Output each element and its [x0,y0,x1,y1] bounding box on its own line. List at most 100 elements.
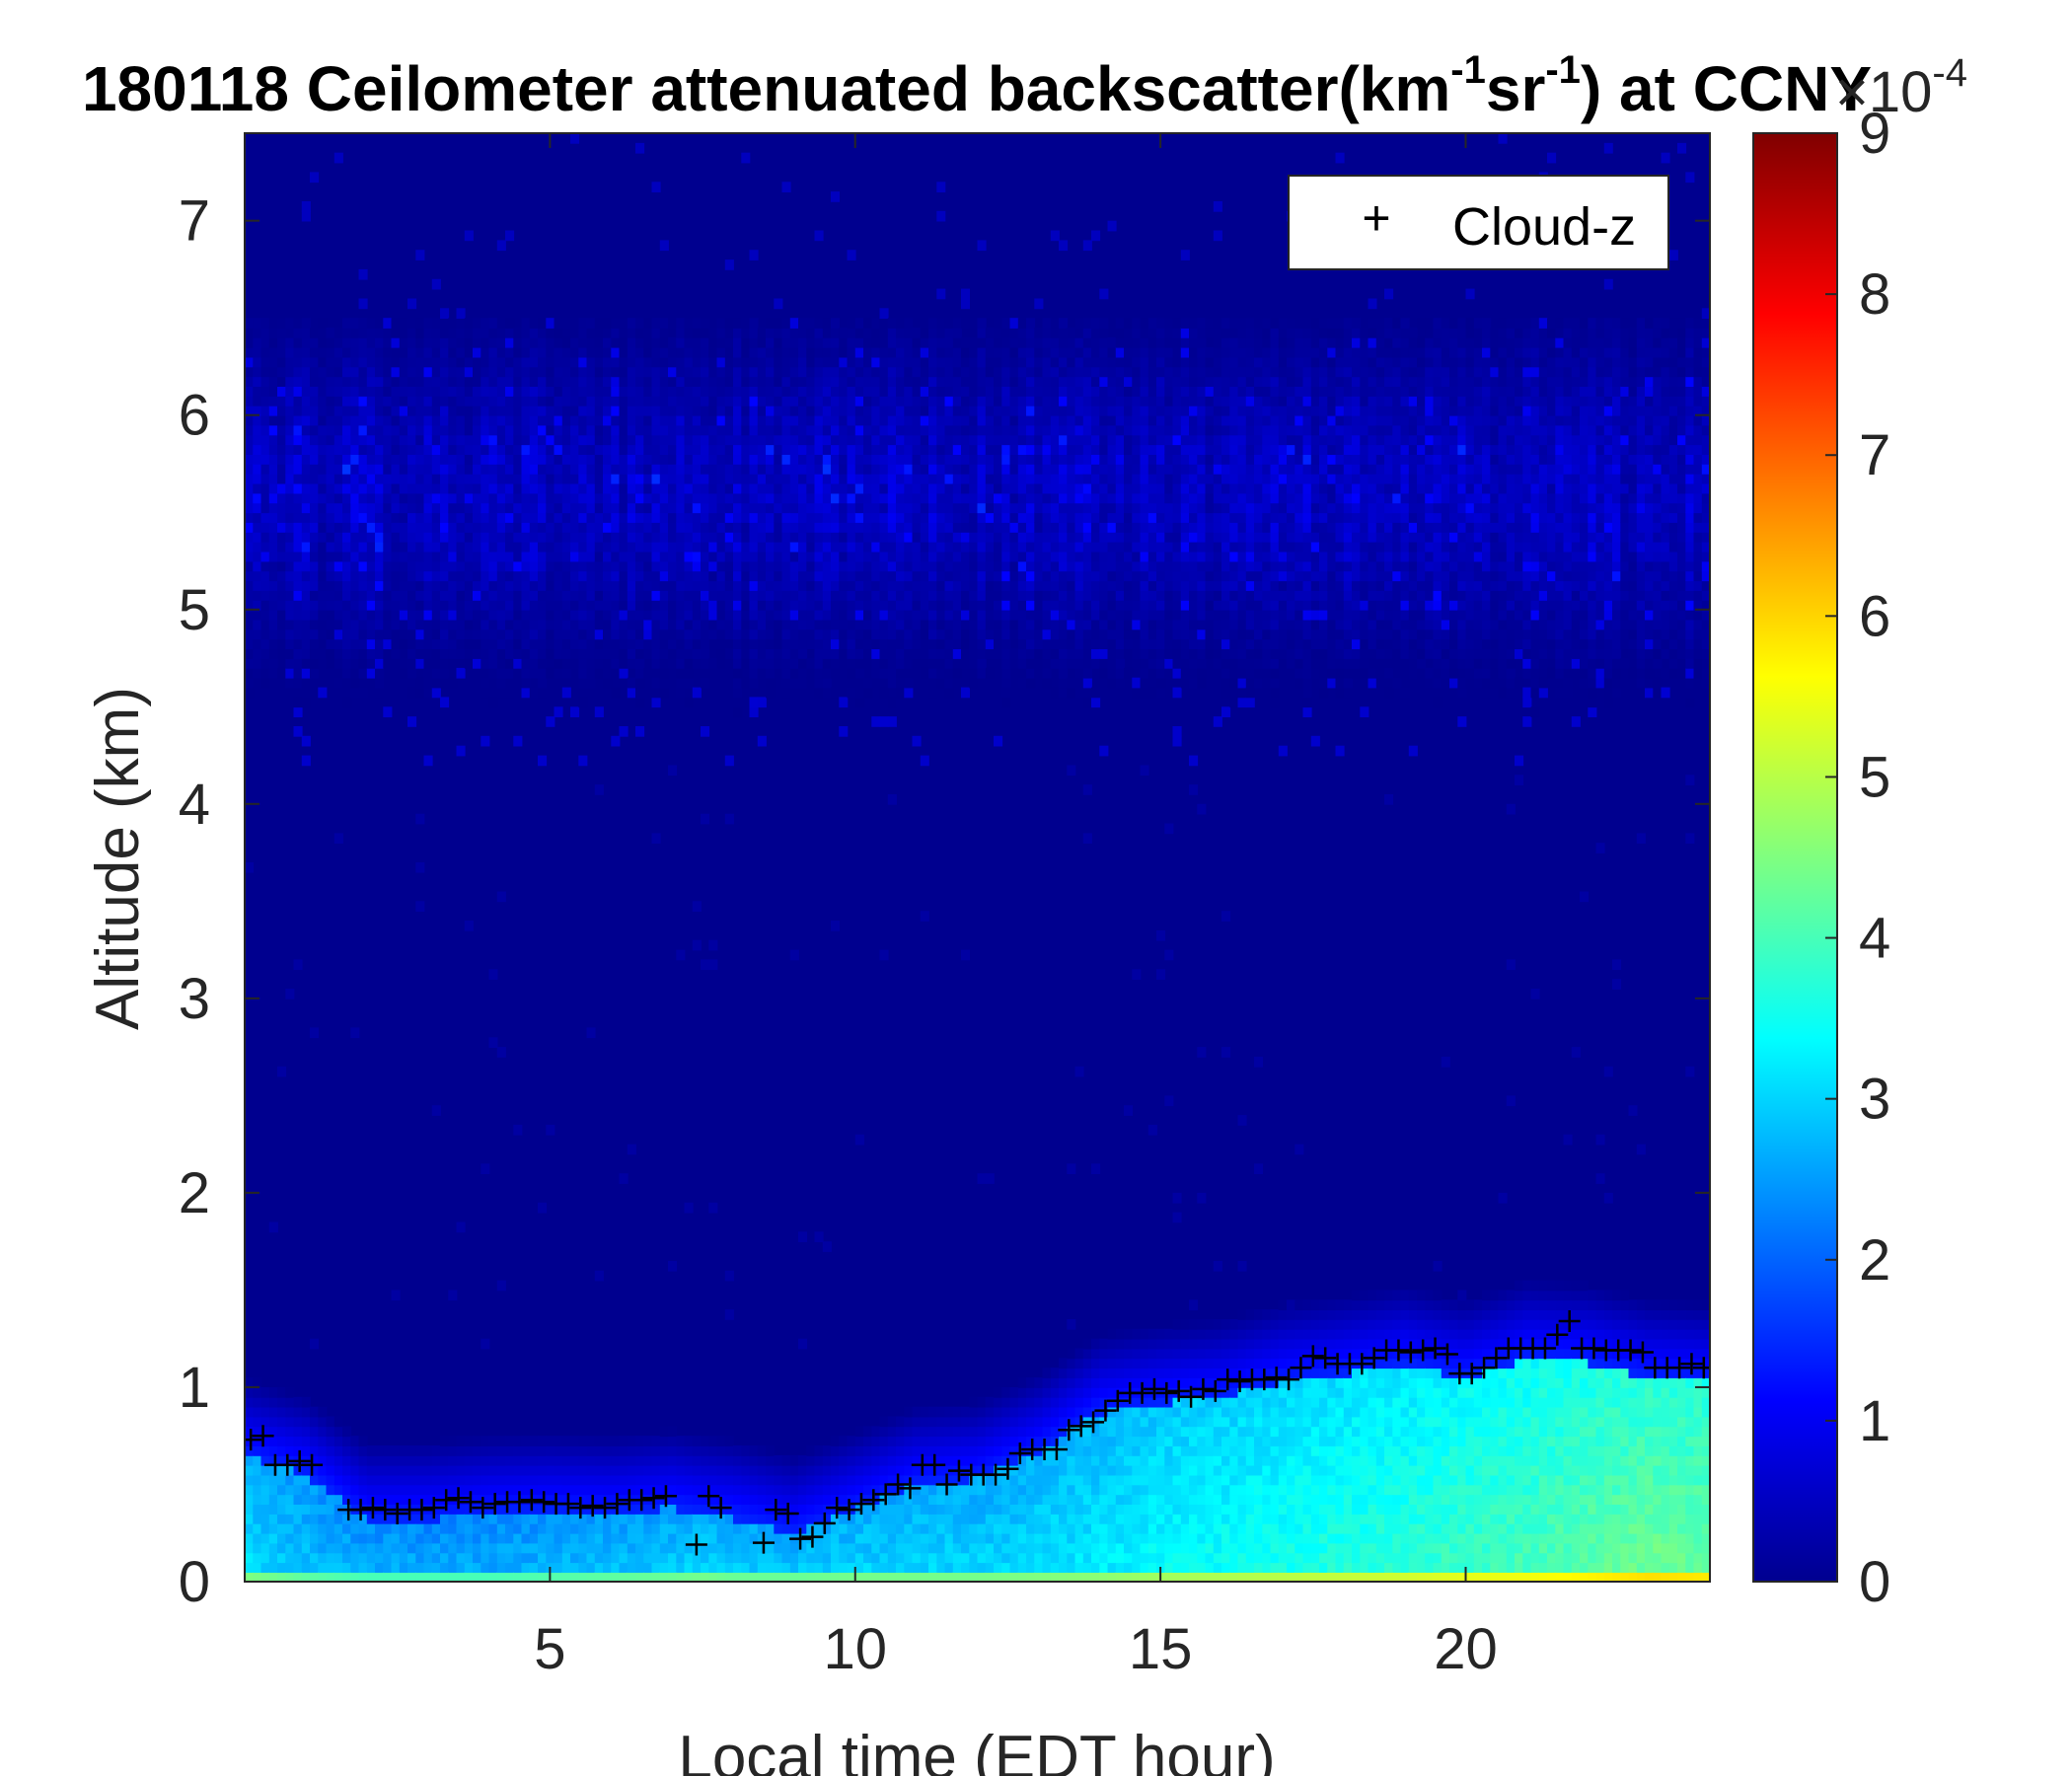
heatmap-cell [896,1464,905,1476]
heatmap-cell [879,667,889,679]
heatmap-cell [496,658,506,669]
heatmap-cell [977,1562,987,1573]
heatmap-cell [643,318,653,329]
heatmap-cell [358,1532,368,1544]
heatmap-cell [342,629,352,640]
heatmap-cell [488,638,498,649]
heatmap-cell [749,697,759,708]
heatmap-cell [440,1542,450,1554]
heatmap-cell [415,1562,425,1573]
heatmap-cell [961,356,970,368]
heatmap-cell [415,531,425,543]
heatmap-cell [961,424,970,436]
heatmap-cell [798,590,808,601]
heatmap-cell [871,346,881,358]
heatmap-cell [594,502,604,514]
heatmap-cell [708,386,718,397]
heatmap-cell [594,1484,604,1496]
heatmap-cell [766,366,776,378]
heatmap-cell [391,1552,401,1564]
heatmap-cell [969,1454,979,1466]
heatmap-cell [423,609,433,621]
heatmap-cell [822,366,832,378]
heatmap-cell [936,560,946,572]
heatmap-cell [277,638,287,649]
heatmap-cell [952,328,962,338]
heatmap-cell [733,376,743,387]
heatmap-cell [920,609,929,621]
heatmap-cell [350,366,360,378]
heatmap-cell [708,541,718,553]
heatmap-cell [358,1572,368,1582]
heatmap-cell [561,609,571,621]
heatmap-cell [253,1514,262,1524]
heatmap-cell [448,336,458,348]
heatmap-cell [789,502,799,514]
heatmap-cell [260,648,270,659]
heatmap-cell [293,541,303,553]
heatmap-cell [529,318,539,329]
heatmap-cell [505,318,515,329]
heatmap-cell [333,482,343,494]
heatmap-cell [920,376,929,387]
heatmap-cell [488,386,498,397]
heatmap-cell [268,434,278,446]
heatmap-cell [896,1426,905,1438]
heatmap-cell [887,405,897,416]
heatmap-cell [456,1532,466,1544]
heatmap-cell [268,1416,278,1428]
heatmap-cell [692,482,702,494]
heatmap-cell [415,629,425,640]
heatmap-cell [854,580,864,591]
heatmap-cell [643,434,653,446]
heatmap-cell [668,1454,678,1466]
heatmap-cell [798,1522,808,1534]
heatmap-cell [253,1572,262,1582]
heatmap-cell [505,522,515,533]
heatmap-cell [496,1464,506,1476]
heatmap-cell [701,570,710,582]
heatmap-cell [733,667,743,679]
heatmap-cell [554,522,563,533]
heatmap-cell [733,366,743,378]
heatmap-cell [920,648,929,659]
heatmap-cell [260,464,270,475]
heatmap-cell [944,386,954,397]
heatmap-cell [253,1532,262,1544]
heatmap-cell [896,492,905,504]
heatmap-cell [839,464,849,475]
heatmap-cell [814,512,824,523]
heatmap-cell [570,531,580,543]
heatmap-cell [627,1445,636,1456]
heatmap-cell [944,531,954,543]
heatmap-cell [977,336,987,348]
heatmap-cell [375,570,385,582]
heatmap-cell [245,1464,255,1476]
heatmap-cell [594,512,604,523]
heatmap-cell [708,580,718,591]
heatmap-cell [448,328,458,338]
heatmap-cell [863,1552,873,1564]
heatmap-cell [920,405,929,416]
heatmap-cell [668,366,678,378]
heatmap-cell [310,1464,320,1476]
heatmap-cell [635,522,645,533]
heatmap-cell [871,1504,881,1515]
heatmap-cell [464,658,474,669]
heatmap-cell [342,1494,352,1505]
heatmap-cell [253,1406,262,1418]
heatmap-cell [603,1532,613,1544]
heatmap-cell [806,560,816,572]
heatmap-cell [561,434,571,446]
heatmap-cell [969,667,979,679]
heatmap-cell [277,1572,287,1582]
heatmap-cell [342,658,352,669]
heatmap-cell [766,414,776,426]
heatmap-cell [635,1445,645,1456]
heatmap-cell [676,424,686,436]
heatmap-cell [448,1474,458,1486]
heatmap-cell [253,396,262,407]
heatmap-cell [505,1464,515,1476]
heatmap-cell [896,541,905,553]
heatmap-cell [268,1387,278,1398]
